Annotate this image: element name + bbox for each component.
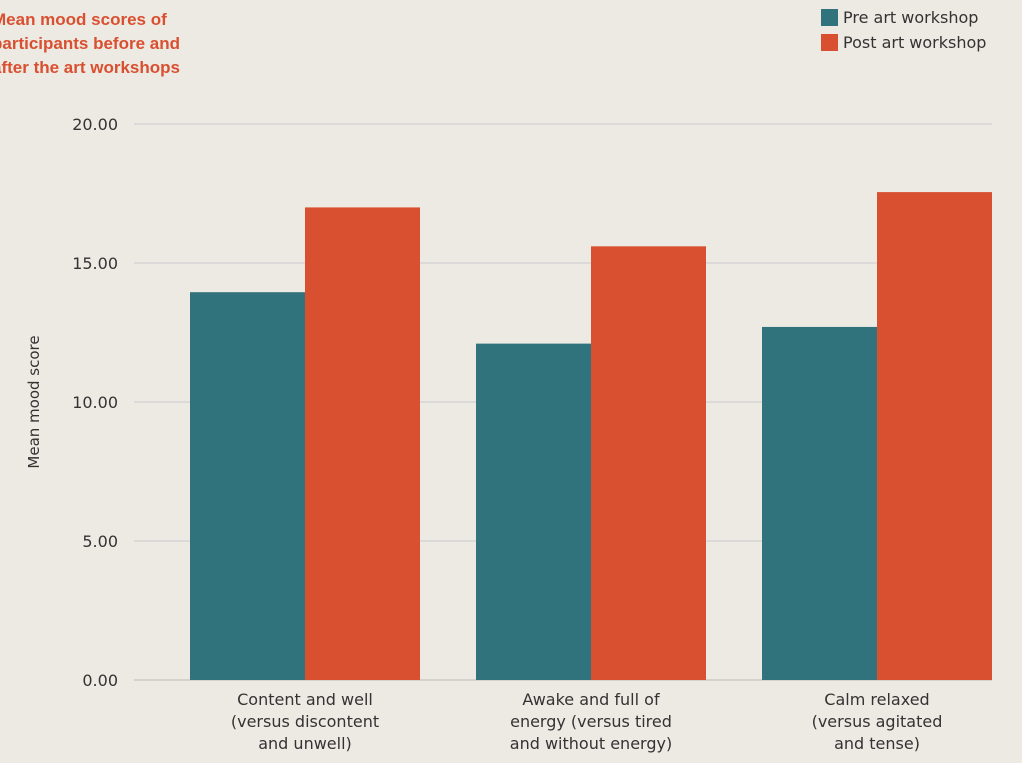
y-axis-ticks: 0.00 5.00 10.00 15.00 20.00 — [72, 115, 118, 690]
y-axis-label-group: Mean mood score — [25, 335, 43, 468]
chart-legend: Pre art workshop Post art workshop — [821, 8, 986, 52]
x-category-label: (versus discontent — [231, 712, 379, 731]
y-tick-label: 0.00 — [82, 671, 118, 690]
chart-title-line: participants before and — [0, 34, 180, 53]
x-category-label: and without energy) — [510, 734, 672, 753]
chart-title: Mean mood scores of participants before a… — [0, 10, 180, 77]
bar-post-0 — [305, 207, 420, 680]
x-category-label: and unwell) — [258, 734, 352, 753]
bar-post-1 — [591, 246, 706, 680]
x-axis-categories: Content and well (versus discontent and un… — [231, 690, 943, 753]
y-tick-label: 20.00 — [72, 115, 118, 134]
y-axis-label: Mean mood score — [25, 335, 43, 468]
y-tick-label: 10.00 — [72, 393, 118, 412]
bar-pre-0 — [190, 292, 305, 680]
bar-pre-2 — [762, 327, 877, 680]
x-category-label: Awake and full of — [522, 690, 660, 709]
bar-post-2 — [877, 192, 992, 680]
legend-label: Post art workshop — [843, 33, 986, 52]
y-tick-label: 15.00 — [72, 254, 118, 273]
legend-swatch — [821, 34, 838, 51]
legend-label: Pre art workshop — [843, 8, 978, 27]
x-category-label: Content and well — [237, 690, 373, 709]
y-tick-label: 5.00 — [82, 532, 118, 551]
chart-title-line: Mean mood scores of — [0, 10, 167, 29]
bar-pre-1 — [476, 344, 591, 680]
chart-title-line: after the art workshops — [0, 58, 180, 77]
bars — [190, 192, 992, 680]
x-category-label: and tense) — [834, 734, 920, 753]
legend-swatch — [821, 9, 838, 26]
x-category-label: (versus agitated — [812, 712, 943, 731]
x-category-label: Calm relaxed — [824, 690, 929, 709]
x-category-label: energy (versus tired — [510, 712, 672, 731]
